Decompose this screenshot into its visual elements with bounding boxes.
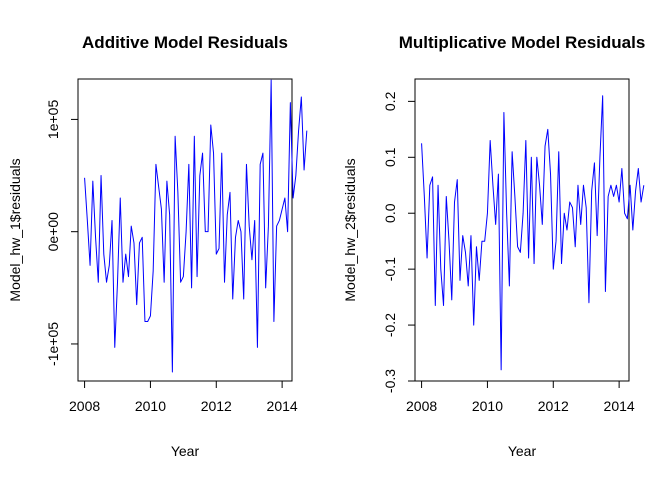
y-axis: -0.3 -0.2 -0.1 0.0 0.1 0.2 [382, 91, 416, 393]
x-tick-label: 2008 [406, 398, 437, 414]
x-tick-label: 2014 [604, 398, 635, 414]
x-tick-label: 2010 [135, 398, 166, 414]
y-tick-label: 0.0 [382, 203, 398, 223]
x-axis-label: Year [508, 443, 537, 459]
x-axis: 2008 2010 2012 2014 [69, 380, 298, 414]
additive-residuals-panel: Additive Model Residuals Year Model_hw_1… [7, 33, 308, 459]
chart-title: Additive Model Residuals [82, 33, 288, 52]
plot-frame [77, 78, 293, 382]
residual-series-line [421, 95, 645, 371]
y-tick-label: -0.3 [382, 369, 398, 393]
series-group [84, 79, 308, 373]
y-tick-label: 0e+00 [45, 212, 61, 252]
x-tick-label: 2008 [69, 398, 100, 414]
x-axis-label: Year [171, 443, 200, 459]
x-tick-label: 2010 [472, 398, 503, 414]
x-axis: 2008 2010 2012 2014 [406, 380, 635, 414]
x-tick-label: 2014 [267, 398, 298, 414]
y-axis-label: Model_hw_1$residuals [7, 158, 23, 301]
y-tick-label: -0.2 [382, 313, 398, 337]
y-tick-label: 0.2 [382, 91, 398, 111]
y-axis: -1e+05 0e+00 1e+05 [45, 100, 79, 366]
x-tick-label: 2012 [201, 398, 232, 414]
y-axis-label: Model_hw_2$residuals [342, 158, 358, 301]
y-tick-label: -0.1 [382, 257, 398, 281]
y-tick-label: -1e+05 [45, 322, 61, 366]
y-tick-label: 1e+05 [45, 100, 61, 140]
series-group [421, 95, 645, 371]
multiplicative-residuals-panel: Multiplicative Model Residuals Year Mode… [342, 33, 645, 459]
x-tick-label: 2012 [538, 398, 569, 414]
y-tick-label: 0.1 [382, 147, 398, 167]
chart-title: Multiplicative Model Residuals [399, 33, 646, 52]
residual-series-line [84, 79, 308, 373]
